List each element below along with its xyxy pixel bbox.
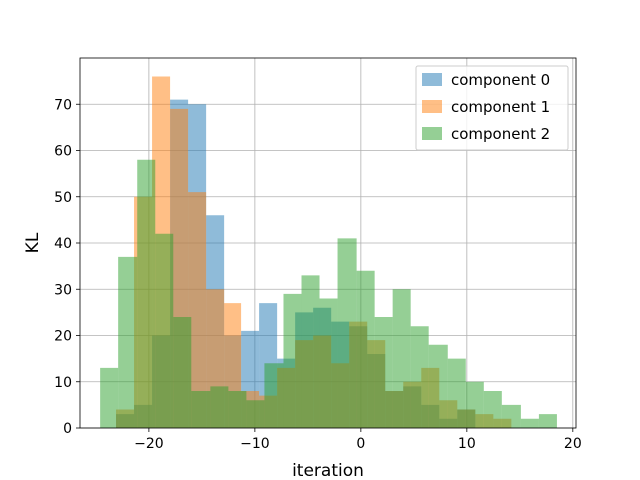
legend-label: component 0 <box>451 71 550 89</box>
y-tick-label: 30 <box>54 282 72 298</box>
legend-swatch <box>422 73 442 86</box>
x-tick-label: −10 <box>240 436 270 452</box>
histogram-bar <box>392 289 411 428</box>
histogram-bar <box>538 414 557 428</box>
histogram-bar <box>319 298 338 428</box>
legend-box <box>415 65 569 151</box>
y-axis-title: KL <box>23 232 43 253</box>
legend-label: component 2 <box>451 125 550 143</box>
histogram-bar <box>137 159 156 428</box>
histogram-bar <box>118 256 138 428</box>
legend-label: component 1 <box>451 98 550 116</box>
histogram-bar <box>301 275 320 428</box>
histogram-bar <box>188 192 207 428</box>
histogram-bar <box>191 391 211 428</box>
histogram-bar <box>337 238 357 428</box>
y-tick-label: 20 <box>54 329 72 345</box>
histogram-bar <box>283 293 302 428</box>
y-tick-label: 0 <box>63 421 72 437</box>
histogram-bar <box>428 344 448 428</box>
histogram-bar <box>483 391 502 428</box>
legend-swatch <box>422 100 442 113</box>
legend: component 0 component 1 component 2 <box>415 65 569 151</box>
x-tick-label: 0 <box>356 436 365 452</box>
histogram-bar <box>155 233 174 428</box>
histogram-bar <box>264 363 284 428</box>
y-tick-label: 70 <box>54 97 72 113</box>
x-axis-ticks: −20 −10 0 10 20 <box>134 428 582 452</box>
histogram-bar <box>210 386 229 428</box>
y-tick-label: 60 <box>54 144 72 160</box>
histogram-bar <box>173 317 192 428</box>
histogram-bar <box>501 404 521 428</box>
histogram-bar <box>356 270 375 428</box>
y-tick-label: 40 <box>54 236 72 252</box>
histogram-bar <box>100 367 119 428</box>
y-tick-label: 10 <box>54 375 72 391</box>
histogram-bar <box>228 391 247 428</box>
x-tick-label: 10 <box>458 436 476 452</box>
y-tick-label: 50 <box>54 190 72 206</box>
x-tick-label: −20 <box>134 436 164 452</box>
y-axis-ticks: 0 10 20 30 40 50 60 70 <box>54 97 80 437</box>
histogram-bar <box>465 381 484 428</box>
histogram-bar <box>410 326 429 428</box>
histogram-bar <box>374 317 393 428</box>
histogram-bar <box>447 358 466 428</box>
x-axis-title: iteration <box>292 461 364 480</box>
histogram-bar <box>246 400 265 428</box>
legend-swatch <box>422 127 442 140</box>
x-tick-label: 20 <box>564 436 582 452</box>
bars <box>100 76 557 428</box>
series-2-bars <box>100 159 557 428</box>
histogram-bar <box>520 418 539 428</box>
